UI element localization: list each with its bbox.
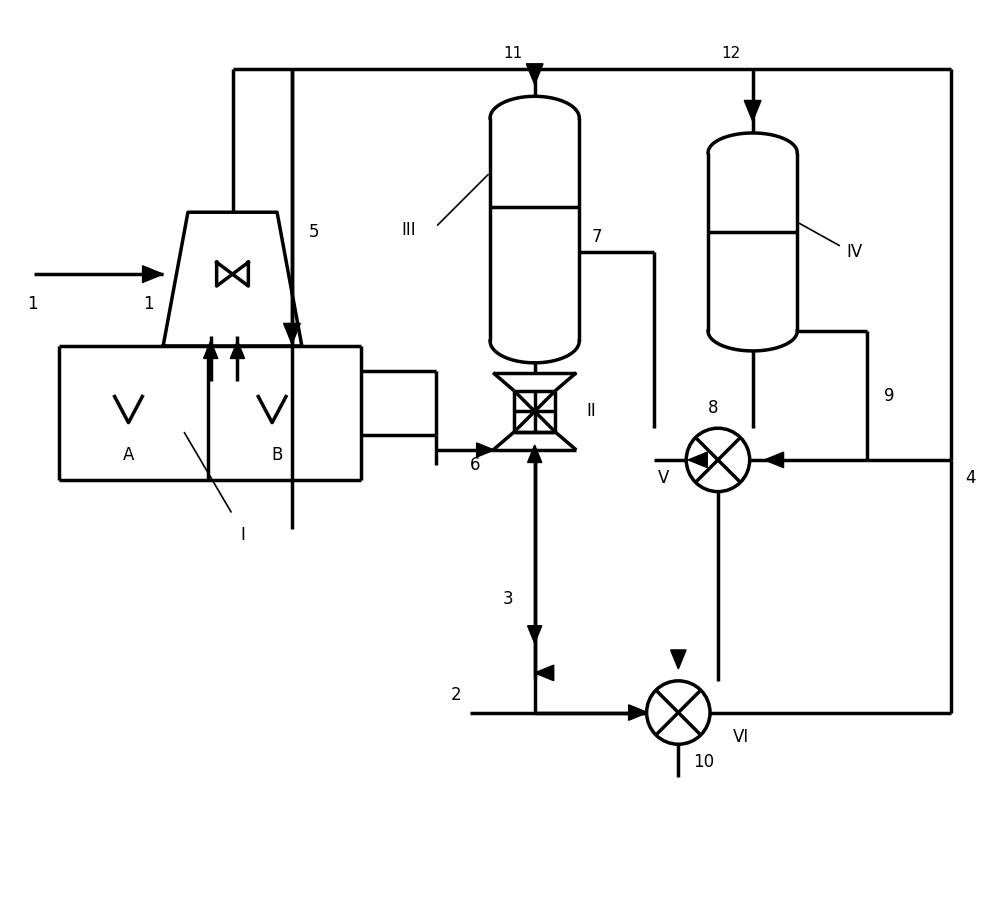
Polygon shape (204, 341, 218, 358)
Polygon shape (528, 445, 542, 463)
Text: 7: 7 (592, 228, 602, 246)
Polygon shape (230, 341, 245, 358)
Text: 5: 5 (308, 223, 319, 241)
Text: II: II (586, 402, 596, 420)
Text: 4: 4 (966, 469, 976, 487)
Polygon shape (744, 101, 761, 122)
Text: V: V (658, 469, 669, 487)
Polygon shape (671, 650, 686, 669)
Text: B: B (271, 446, 283, 464)
Polygon shape (528, 626, 542, 644)
Text: 12: 12 (722, 46, 741, 61)
Text: 8: 8 (708, 400, 718, 418)
Text: III: III (401, 221, 416, 239)
Text: 2: 2 (450, 686, 461, 704)
Text: I: I (240, 526, 245, 544)
Text: 10: 10 (693, 753, 714, 771)
Polygon shape (765, 452, 784, 468)
Text: 11: 11 (504, 46, 523, 61)
Text: 9: 9 (884, 386, 895, 404)
Polygon shape (284, 323, 300, 344)
Polygon shape (477, 443, 494, 457)
Text: 6: 6 (470, 456, 480, 474)
Polygon shape (629, 705, 648, 720)
Polygon shape (688, 452, 707, 468)
Text: IV: IV (847, 243, 863, 261)
Polygon shape (143, 266, 163, 283)
Text: 1: 1 (143, 295, 154, 313)
Polygon shape (535, 665, 554, 680)
Text: 1: 1 (27, 295, 38, 313)
Polygon shape (526, 64, 543, 85)
Text: A: A (123, 446, 134, 464)
Text: VI: VI (733, 728, 749, 746)
Text: 3: 3 (502, 590, 513, 608)
